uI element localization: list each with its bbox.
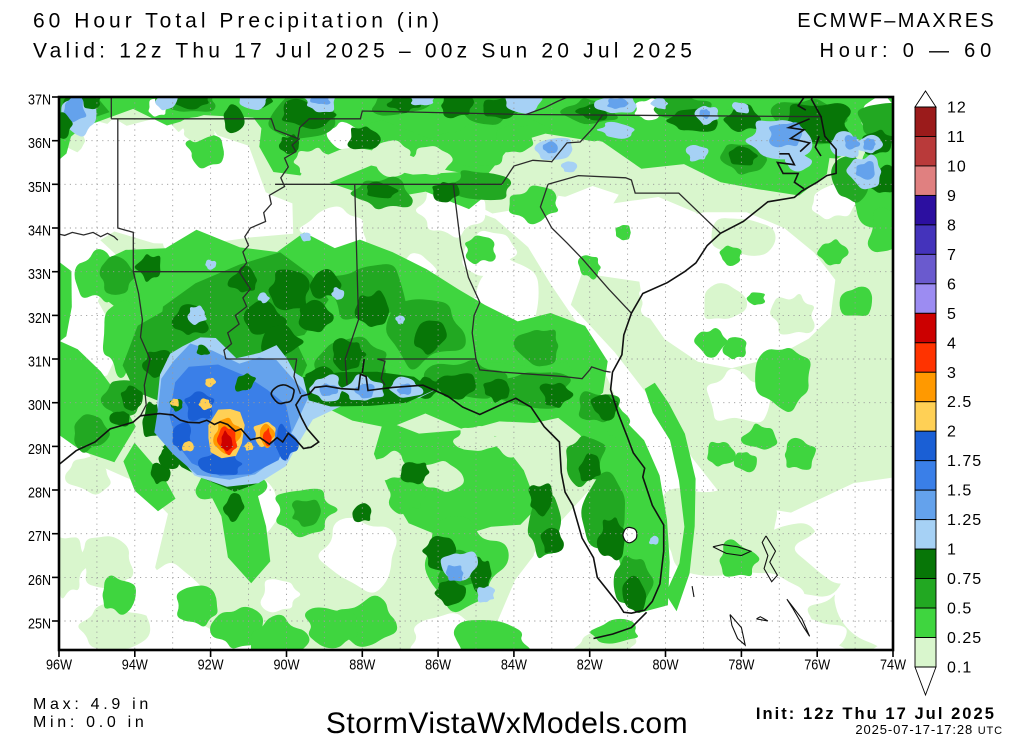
- svg-text:0.25: 0.25: [947, 630, 982, 647]
- svg-text:37N: 37N: [28, 92, 51, 109]
- svg-text:0.75: 0.75: [947, 571, 982, 588]
- svg-text:25N: 25N: [28, 616, 51, 633]
- svg-text:84W: 84W: [501, 657, 528, 674]
- svg-text:80W: 80W: [653, 657, 680, 674]
- svg-text:32N: 32N: [28, 310, 51, 327]
- svg-text:94W: 94W: [122, 657, 149, 674]
- svg-text:9: 9: [947, 188, 957, 205]
- svg-text:82W: 82W: [577, 657, 604, 674]
- svg-text:7: 7: [947, 247, 957, 264]
- svg-text:Min: 0.0 in: Min: 0.0 in: [33, 714, 148, 731]
- svg-text:36N: 36N: [28, 135, 51, 152]
- svg-text:86W: 86W: [425, 657, 452, 674]
- svg-text:2: 2: [947, 424, 957, 441]
- svg-text:5: 5: [947, 306, 957, 323]
- svg-text:35N: 35N: [28, 179, 51, 196]
- svg-text:ECMWF–MAXRES: ECMWF–MAXRES: [797, 10, 996, 32]
- svg-text:4: 4: [947, 335, 957, 352]
- svg-text:2025-07-17-17:28 UTC: 2025-07-17-17:28 UTC: [855, 722, 1003, 737]
- svg-text:Init: 12z Thu 17 Jul 2025: Init: 12z Thu 17 Jul 2025: [756, 705, 996, 723]
- svg-text:StormVistaWxModels.com: StormVistaWxModels.com: [326, 707, 688, 740]
- svg-text:90W: 90W: [274, 657, 301, 674]
- svg-text:11: 11: [947, 129, 966, 146]
- svg-text:8: 8: [947, 217, 957, 234]
- svg-text:28N: 28N: [28, 485, 51, 502]
- svg-text:92W: 92W: [198, 657, 225, 674]
- svg-text:Hour: 0 — 60: Hour: 0 — 60: [819, 40, 996, 62]
- svg-text:29N: 29N: [28, 441, 51, 458]
- svg-text:1.5: 1.5: [947, 483, 972, 500]
- svg-text:34N: 34N: [28, 223, 51, 240]
- svg-text:60 Hour Total Precipitation (i: 60 Hour Total Precipitation (in): [33, 10, 443, 33]
- svg-text:31N: 31N: [28, 354, 51, 371]
- svg-text:12: 12: [947, 100, 967, 117]
- svg-text:1: 1: [947, 542, 957, 559]
- svg-text:0.1: 0.1: [947, 660, 972, 677]
- svg-text:96W: 96W: [46, 657, 73, 674]
- svg-text:Max: 4.9 in: Max: 4.9 in: [33, 696, 152, 713]
- svg-text:33N: 33N: [28, 266, 51, 283]
- svg-text:1.25: 1.25: [947, 512, 982, 529]
- svg-text:78W: 78W: [728, 657, 755, 674]
- svg-text:74W: 74W: [880, 657, 907, 674]
- svg-text:30N: 30N: [28, 397, 51, 414]
- svg-text:27N: 27N: [28, 528, 51, 545]
- svg-text:3: 3: [947, 365, 957, 382]
- svg-text:0.5: 0.5: [947, 601, 972, 618]
- svg-text:Valid: 12z Thu 17 Jul 2025 – 0: Valid: 12z Thu 17 Jul 2025 – 00z Sun 20 …: [33, 40, 696, 63]
- svg-text:88W: 88W: [349, 657, 376, 674]
- svg-text:76W: 76W: [804, 657, 831, 674]
- svg-text:26N: 26N: [28, 572, 51, 589]
- svg-text:10: 10: [947, 158, 967, 175]
- svg-text:6: 6: [947, 276, 957, 293]
- svg-text:1.75: 1.75: [947, 453, 982, 470]
- svg-text:2.5: 2.5: [947, 394, 972, 411]
